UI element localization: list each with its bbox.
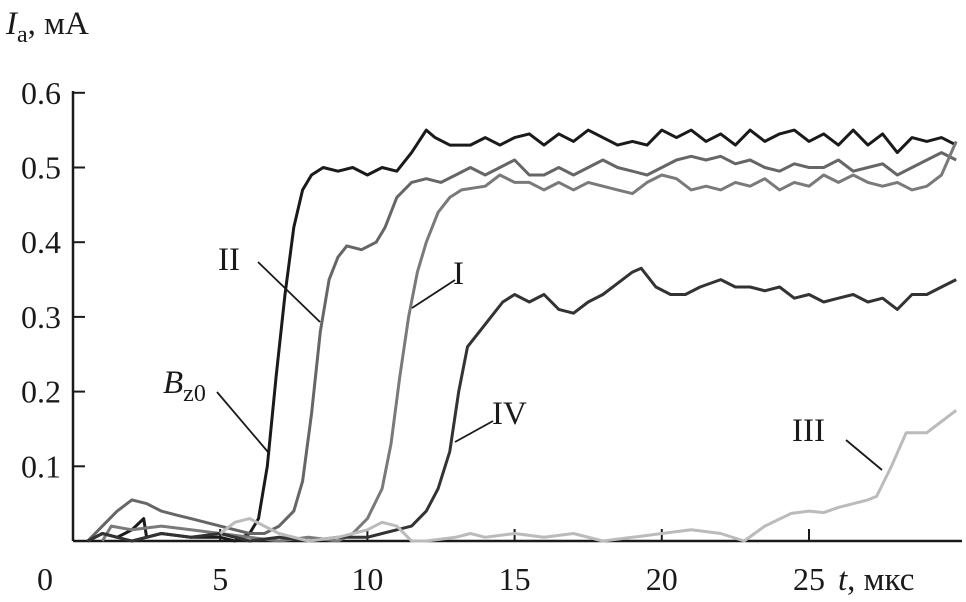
x-tick-label: 5	[212, 561, 228, 597]
x-tick-label: 15	[499, 561, 531, 597]
x-axis-title: t, мкс	[838, 562, 914, 598]
x-tick-label: 10	[351, 561, 383, 597]
y-tick-label: 0.4	[21, 224, 61, 260]
leader-line	[411, 279, 456, 309]
y-tick-label: 0.5	[21, 150, 61, 186]
series-line-bz0	[87, 128, 957, 543]
leader-line	[216, 391, 269, 453]
curve-label-bz0: Bz0	[163, 365, 206, 407]
leader-line	[845, 439, 883, 471]
series-line-iii	[219, 409, 958, 543]
axes: 0 5 10 15 20 25 0.1 0.2 0.3 0.4 0.5 0.6	[21, 75, 962, 597]
x-tick-label: 25	[793, 561, 825, 597]
series-line-i	[101, 140, 958, 543]
x-tick-label: 0	[37, 561, 53, 597]
series-line-ii	[86, 151, 957, 543]
leader-line	[454, 420, 494, 443]
y-tick-label: 0.2	[21, 374, 61, 410]
curve-label-iii: III	[792, 413, 825, 449]
y-axis-title: Ia, мА	[5, 6, 89, 48]
curve-label-iv: IV	[492, 396, 527, 432]
x-tick-label: 20	[646, 561, 678, 597]
y-tick-label: 0.3	[21, 299, 61, 335]
y-tick-label: 0.1	[21, 448, 61, 484]
curve-label-i: I	[453, 256, 464, 292]
curve-label-ii: II	[218, 242, 240, 278]
leader-line	[257, 261, 321, 323]
series-group	[86, 128, 958, 543]
y-tick-label: 0.6	[21, 75, 61, 111]
